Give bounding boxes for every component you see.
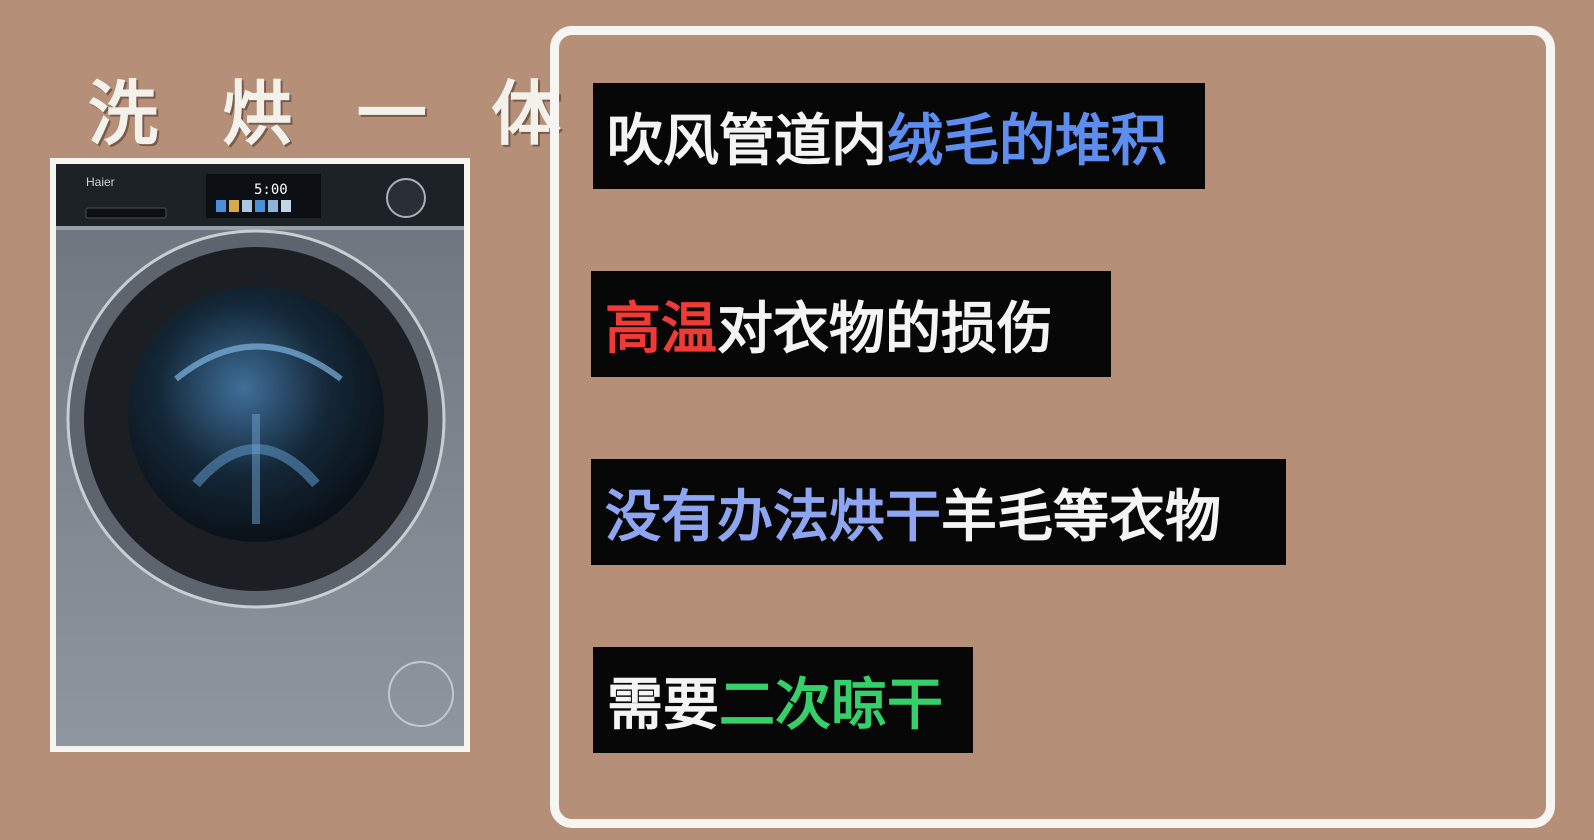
item-text-part: 羊毛等衣物 [941, 484, 1221, 550]
program-knob [386, 178, 426, 218]
item-text-highlight: 高温 [605, 296, 717, 362]
item-text-part: 对衣物的损伤 [717, 296, 1053, 362]
display-readout: 5:00 [254, 182, 288, 198]
brand-logo: Haier [86, 175, 115, 189]
list-item: 吹风管道内 绒毛的堆积 [593, 83, 1205, 189]
item-text-part: 吹风管道内 [607, 108, 887, 174]
list-item: 高温 对衣物的损伤 [591, 271, 1111, 377]
washer-dryer-photo: Haier 5:00 [50, 158, 470, 752]
content-panel [550, 26, 1555, 828]
list-item: 需要 二次晾干 [593, 647, 973, 753]
item-text-highlight: 绒毛的堆积 [887, 108, 1167, 174]
list-item: 没有办法烘干 羊毛等衣物 [591, 459, 1286, 565]
item-text-highlight: 没有办法烘干 [605, 484, 941, 550]
washing-machine-image: Haier 5:00 [56, 164, 464, 746]
item-text-part: 需要 [607, 672, 719, 738]
filter-cap [388, 661, 454, 727]
item-text-highlight: 二次晾干 [719, 672, 943, 738]
page-title: 洗 烘 一 体 [88, 73, 582, 155]
